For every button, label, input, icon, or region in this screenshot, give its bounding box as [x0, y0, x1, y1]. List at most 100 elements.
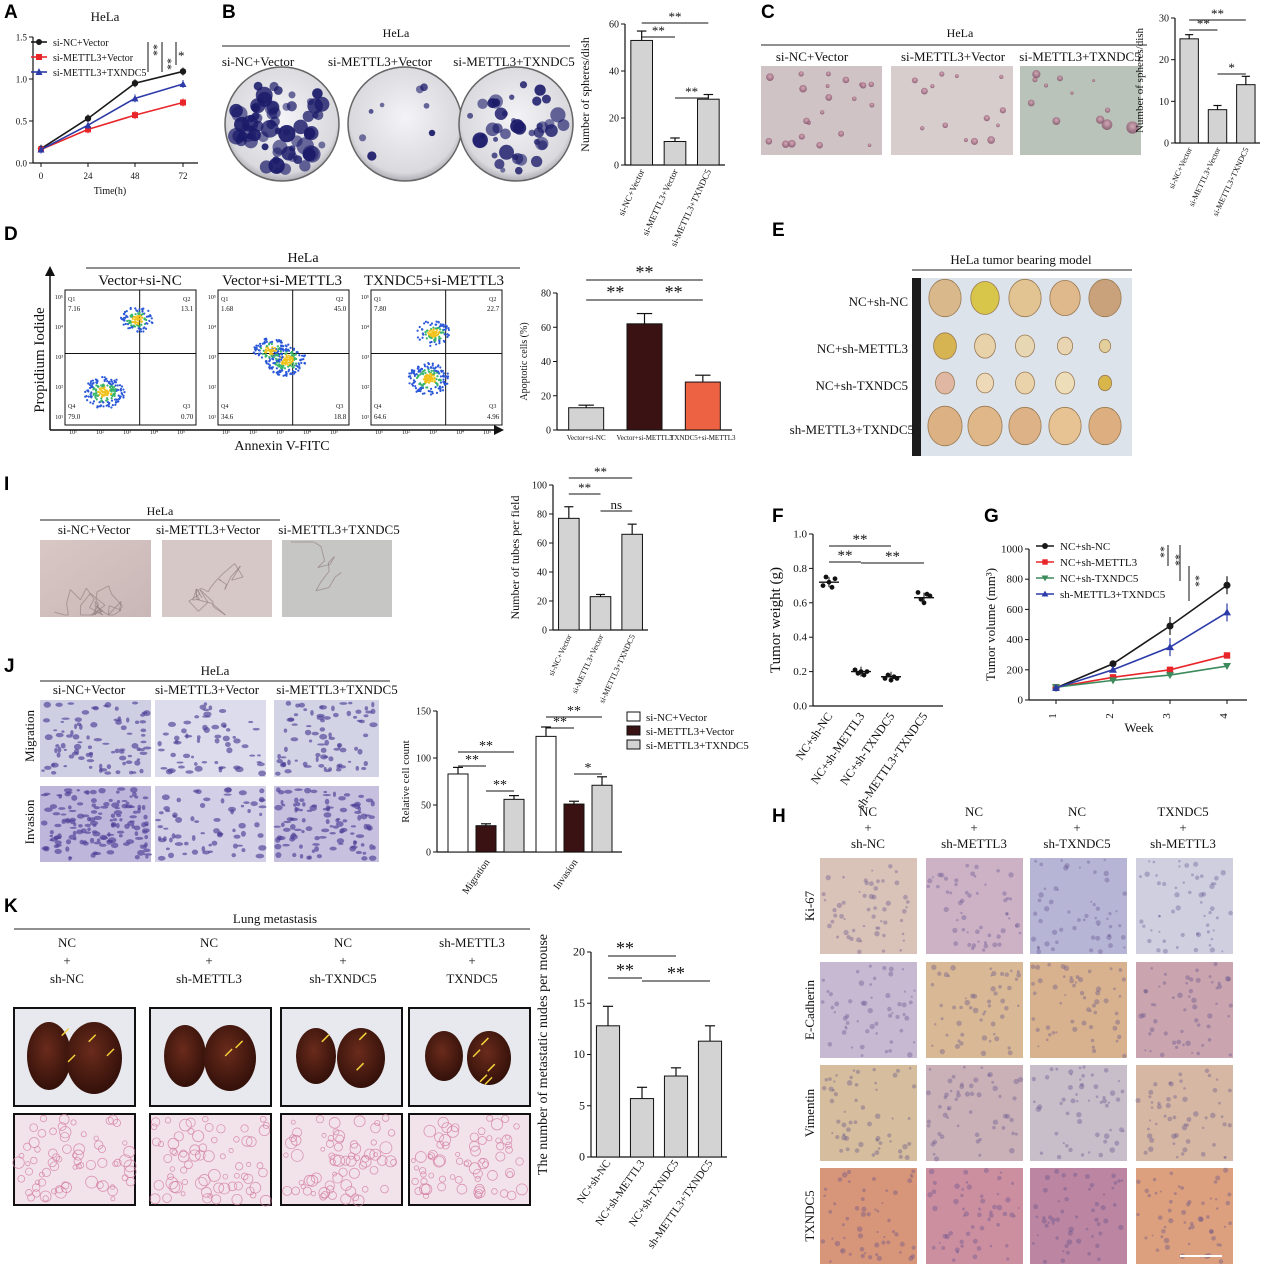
- metastasis-arrow: [480, 1037, 489, 1046]
- flow-y-tick-label: 10²: [55, 385, 63, 391]
- k-sig-label: **: [616, 960, 634, 980]
- ihc-nucleus: [1055, 1031, 1058, 1034]
- stained-cell: [358, 794, 365, 798]
- ihc-nucleus: [907, 1117, 911, 1120]
- flow-event: [131, 320, 134, 323]
- ihc-nucleus: [1037, 978, 1043, 984]
- ihc-nucleus: [988, 1039, 992, 1043]
- flow-event: [150, 317, 153, 320]
- stained-cell: [51, 763, 55, 767]
- alveolus: [157, 1140, 165, 1148]
- alveolus: [211, 1194, 222, 1205]
- stained-cell: [100, 805, 109, 809]
- flow-event: [110, 406, 113, 409]
- tumor: [974, 333, 996, 359]
- stained-cell: [196, 738, 201, 744]
- alveolus: [151, 1117, 161, 1127]
- ihc-nucleus: [1225, 1200, 1231, 1206]
- panel-b-image-label-1: si-NC+Vector: [222, 54, 295, 69]
- ihc-nucleus: [1168, 1081, 1174, 1087]
- ihc-nucleus: [1144, 871, 1150, 877]
- flow-event: [94, 396, 97, 399]
- ihc-nucleus: [1182, 1147, 1188, 1153]
- panel-j-image-label-2: si-METTL3+Vector: [155, 682, 260, 697]
- sphere: [930, 83, 935, 89]
- alveolus: [446, 1125, 459, 1138]
- stained-cell: [357, 814, 362, 821]
- ihc-nucleus: [899, 949, 902, 952]
- flow-event: [282, 374, 285, 377]
- flow-event: [430, 340, 433, 344]
- colony: [288, 91, 296, 99]
- sphere: [868, 81, 875, 88]
- ihc-nucleus: [954, 878, 959, 883]
- ihc-nucleus: [860, 1197, 865, 1202]
- stained-cell: [232, 843, 238, 849]
- ihc-nucleus: [1187, 1242, 1191, 1246]
- tumor: [1015, 334, 1035, 358]
- ihc-nucleus: [1143, 989, 1149, 994]
- sphere: [920, 126, 925, 131]
- alveolus: [324, 1180, 335, 1191]
- alveolus: [97, 1180, 109, 1192]
- alveolus: [39, 1190, 52, 1203]
- ihc-nucleus: [1159, 1190, 1162, 1193]
- stained-cell: [360, 813, 368, 820]
- ihc-nucleus: [842, 1015, 848, 1021]
- stained-cell: [283, 746, 288, 752]
- k-y-axis-label: The number of metastatic nudes per mouse: [536, 934, 551, 1175]
- ihc-nucleus: [1186, 1117, 1192, 1122]
- tube-segment: [69, 589, 81, 601]
- alveolus: [439, 1134, 452, 1147]
- stained-cell: [58, 807, 66, 810]
- j-y-axis-label: Relative cell count: [400, 740, 412, 822]
- alveolus: [41, 1167, 51, 1177]
- panel-label-k: K: [4, 896, 18, 917]
- ihc-nucleus: [948, 1231, 953, 1236]
- lung-lobe: [66, 1022, 122, 1094]
- ihc-nucleus: [899, 918, 904, 923]
- ihc-nucleus: [865, 1029, 870, 1034]
- ihc-nucleus: [911, 1084, 917, 1089]
- b-category-label: si-NC+Vector: [616, 168, 646, 218]
- alveolus: [25, 1167, 34, 1176]
- flow-event: [252, 351, 255, 354]
- flow-event: [277, 370, 280, 373]
- lung-lobe: [296, 1028, 336, 1084]
- flow-event: [110, 380, 114, 383]
- ihc-nucleus: [1005, 1197, 1011, 1203]
- ihc-nucleus: [908, 1067, 912, 1070]
- flow-event: [436, 384, 439, 387]
- flow-event: [436, 326, 439, 330]
- flow-event: [126, 315, 129, 318]
- stained-cell: [143, 848, 151, 853]
- a-sig-label: **: [161, 58, 175, 70]
- ihc-nucleus: [1185, 1139, 1191, 1144]
- stained-cell: [121, 799, 128, 803]
- flow-event: [424, 333, 427, 336]
- ihc-nucleus: [996, 869, 1000, 873]
- ihc-nucleus: [937, 872, 942, 878]
- ihc-nucleus: [897, 1001, 902, 1007]
- stained-cell: [301, 818, 306, 823]
- k-bar: [595, 1025, 621, 1158]
- stained-cell: [347, 760, 352, 763]
- ihc-nucleus: [830, 919, 835, 924]
- ihc-nucleus: [959, 1239, 964, 1244]
- ihc-nucleus: [993, 1032, 996, 1036]
- b-y-axis-label: Number of spheres/dish: [578, 37, 592, 152]
- ihc-nucleus: [928, 1168, 935, 1175]
- flow-event: [410, 368, 413, 372]
- colony: [252, 113, 263, 124]
- alveolus: [290, 1134, 302, 1146]
- panel-e-tumor-photo: HeLa tumor bearing model NC+sh-NC NC+sh-…: [790, 252, 1132, 456]
- c-category-label: si-NC+Vector: [1167, 146, 1194, 190]
- flow-event: [107, 380, 111, 384]
- b-bar: [663, 141, 687, 166]
- flow-event: [102, 405, 105, 408]
- metastasis-arrow: [487, 1063, 496, 1072]
- alveolus: [463, 1160, 469, 1167]
- ihc-nucleus: [968, 1110, 973, 1114]
- i-y-tick-label: 80: [537, 510, 547, 521]
